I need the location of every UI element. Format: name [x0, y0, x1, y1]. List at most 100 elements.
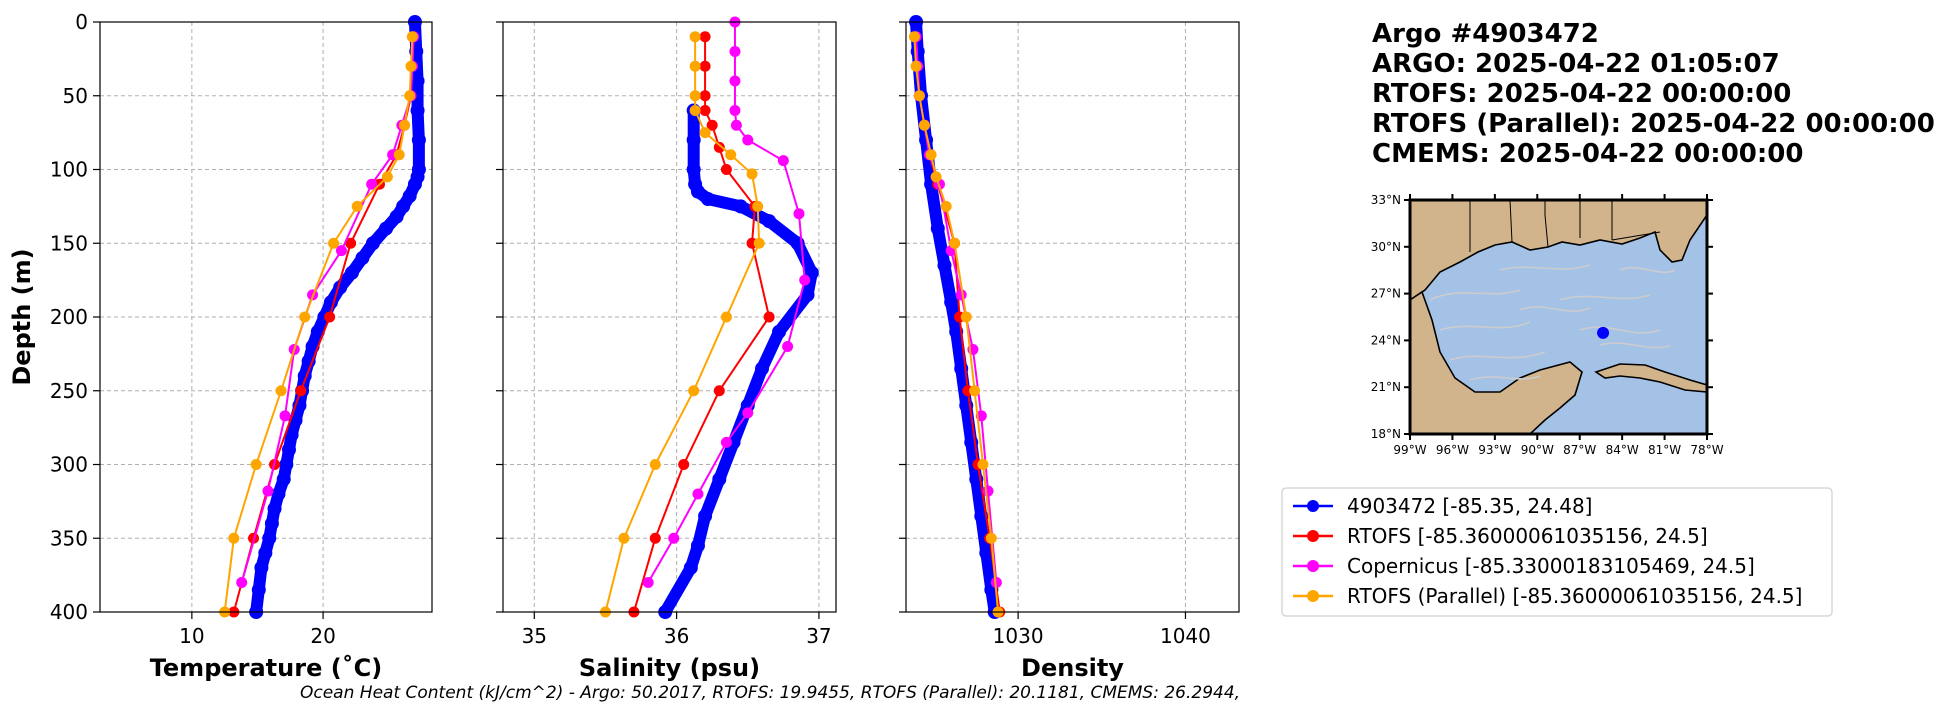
- data-point: [985, 532, 997, 544]
- float-marker: [1597, 326, 1610, 339]
- data-point: [729, 105, 741, 116]
- data-point: [746, 168, 758, 180]
- series-1: [249, 15, 426, 619]
- legend-marker: [1307, 500, 1319, 512]
- legend-entry: RTOFS (Parallel) [-85.36000061035156, 24…: [1293, 584, 1802, 608]
- data-point: [396, 199, 411, 214]
- data-point: [799, 274, 811, 286]
- data-point: [279, 457, 294, 472]
- data-point: [668, 532, 680, 544]
- data-point: [275, 385, 287, 397]
- data-point: [379, 221, 394, 236]
- map-lat-label: 27°N: [1371, 287, 1401, 301]
- map-frame: [1408, 198, 1709, 436]
- legend-label: RTOFS (Parallel) [-85.36000061035156, 24…: [1347, 584, 1802, 608]
- map-streamline: [1499, 264, 1591, 271]
- x-axis-title: Salinity (psu): [579, 654, 760, 682]
- data-point: [381, 171, 393, 183]
- data-point: [279, 410, 291, 422]
- map-lon-label: 81°W: [1648, 443, 1681, 457]
- map-streamline: [1449, 351, 1546, 361]
- map-streamline: [1439, 321, 1531, 331]
- data-point: [699, 105, 711, 116]
- info-block: Argo #4903472 ARGO: 2025-04-22 01:05:07 …: [1372, 19, 1935, 169]
- info-rtofs-parallel-time: RTOFS (Parallel): 2025-04-22 00:00:00: [1372, 109, 1935, 139]
- data-point: [979, 546, 994, 560]
- data-point: [800, 287, 815, 302]
- data-point: [267, 501, 282, 516]
- data-point: [753, 237, 765, 249]
- data-point: [772, 324, 787, 339]
- data-point: [405, 60, 417, 72]
- data-point: [782, 341, 794, 352]
- series-4: [219, 31, 418, 618]
- x-tick-label: 1030: [993, 624, 1044, 648]
- data-point: [328, 237, 340, 249]
- map-border: [1611, 231, 1661, 241]
- data-point: [700, 192, 715, 206]
- profile-plots: 0 50 100 150 200 250 300 350 400 10 20 Temperature …: [8, 10, 1240, 682]
- panel-3: 1030 1040 Density: [899, 15, 1240, 682]
- data-point: [250, 459, 262, 470]
- data-point: [251, 582, 266, 597]
- x-axis-title: Temperature (˚C): [150, 654, 383, 682]
- data-point: [969, 385, 981, 397]
- data-point: [649, 459, 661, 470]
- map-streamline: [1619, 266, 1676, 274]
- data-point: [264, 516, 279, 531]
- y-tick-label: 250: [50, 379, 88, 403]
- series-4: [599, 31, 765, 618]
- legend-entry: Copernicus [-85.33000183105469, 24.5]: [1293, 554, 1755, 578]
- series-4: [908, 31, 1004, 618]
- map-lon-label: 84°W: [1606, 443, 1639, 457]
- map-land: [1409, 290, 1583, 435]
- data-point: [406, 31, 418, 43]
- data-point: [262, 531, 277, 546]
- data-point: [642, 577, 654, 588]
- data-point: [683, 560, 698, 575]
- data-point: [949, 324, 964, 339]
- data-point: [228, 532, 240, 544]
- info-title: Argo #4903472: [1372, 19, 1599, 49]
- data-point: [949, 237, 961, 249]
- data-point: [692, 488, 704, 500]
- panel-2: 35 36 37 Salinity (psu): [496, 16, 837, 682]
- panel-1: 0 50 100 150 200 250 300 350 400 10 20 Temperature …: [8, 10, 433, 682]
- map-lon-label: 87°W: [1563, 443, 1596, 457]
- y-tick-label: 150: [50, 231, 88, 255]
- data-point: [713, 141, 725, 153]
- data-point: [729, 46, 741, 57]
- data-point: [742, 407, 754, 419]
- data-point: [690, 184, 705, 199]
- ohc-footer: Ocean Heat Content (kJ/cm^2) - Argo: 50.…: [300, 683, 1240, 703]
- x-tick-label: 20: [310, 624, 335, 648]
- data-point: [937, 258, 952, 273]
- data-point: [410, 103, 425, 118]
- data-point: [706, 119, 718, 131]
- map-streamline: [1519, 306, 1591, 312]
- data-point: [236, 577, 248, 588]
- data-point: [752, 200, 764, 212]
- data-point: [389, 209, 404, 224]
- data-point: [940, 200, 952, 212]
- data-point: [699, 127, 711, 139]
- data-point: [310, 324, 325, 339]
- data-point: [913, 90, 925, 102]
- legend-label: RTOFS [-85.36000061035156, 24.5]: [1347, 524, 1708, 548]
- map-lon-label: 96°W: [1436, 443, 1469, 457]
- data-point: [925, 149, 937, 161]
- x-tick-label: 37: [806, 624, 831, 648]
- data-point: [351, 200, 363, 212]
- data-point: [777, 155, 789, 167]
- data-point: [688, 385, 700, 397]
- data-point: [324, 311, 336, 323]
- legend-marker: [1307, 530, 1319, 542]
- location-map: 33°N 30°N 27°N 24°N 21°N 18°N 99°W 96°W 93°W 90°W…: [1371, 193, 1724, 457]
- data-point: [930, 171, 942, 183]
- data-point: [618, 532, 630, 544]
- map-lon-label: 90°W: [1521, 443, 1554, 457]
- series-3: [642, 16, 811, 588]
- data-point: [254, 560, 269, 575]
- info-argo-time: ARGO: 2025-04-22 01:05:07: [1372, 49, 1780, 79]
- data-point: [755, 361, 769, 376]
